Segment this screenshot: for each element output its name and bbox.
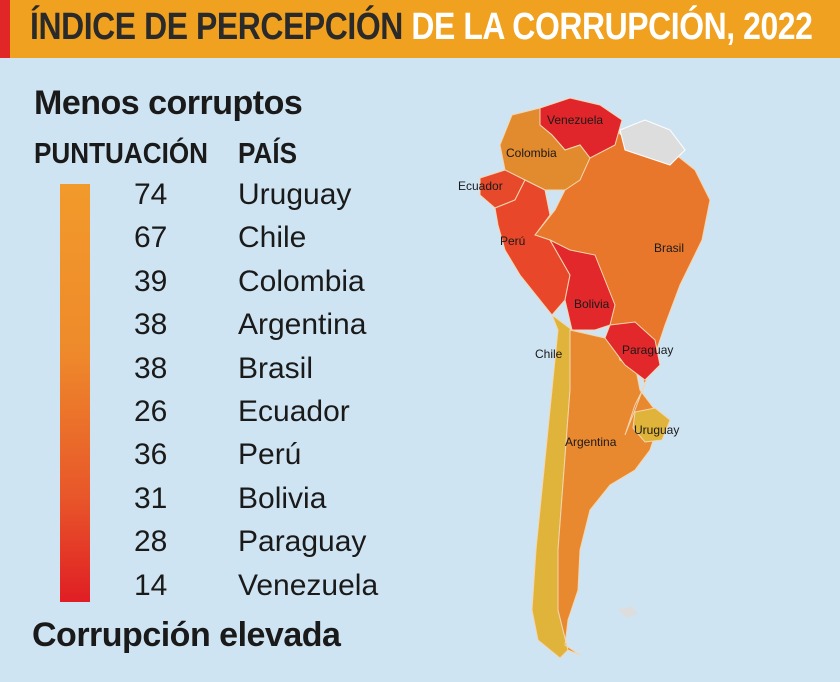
row-score: 74 [134, 178, 168, 211]
map-label-uruguay: Uruguay [634, 423, 679, 437]
row-country: Chile [238, 221, 307, 255]
row-country: Perú [238, 438, 302, 472]
map-label-venezuela: Venezuela [547, 113, 603, 127]
row-country: Ecuador [238, 395, 350, 428]
row-score: 36 [134, 438, 168, 472]
row-score: 38 [134, 351, 168, 385]
row-country: Paraguay [238, 525, 367, 559]
row-score: 39 [134, 264, 168, 298]
map-label-colombia: Colombia [506, 146, 557, 160]
title-accent [0, 0, 10, 58]
page-title: ÍNDICE DE PERCEPCIÓN DE LA CORRUPCIÓN, 2… [30, 6, 813, 49]
row-country: Uruguay [238, 178, 352, 211]
map-label-argentina: Argentina [565, 435, 617, 449]
map-label-brasil: Brasil [654, 241, 684, 255]
column-header-country: PAÍS [238, 138, 297, 170]
row-country: Colombia [238, 264, 365, 298]
map-label-peru: Perú [500, 234, 525, 248]
row-score: 67 [134, 221, 168, 255]
title-bar: ÍNDICE DE PERCEPCIÓN DE LA CORRUPCIÓN, 2… [0, 0, 840, 58]
map-label-chile: Chile [535, 347, 563, 361]
map-guianas [619, 119, 686, 166]
row-country: Venezuela [238, 568, 379, 602]
legend-top-label: Menos corruptos [34, 84, 303, 122]
row-score: 26 [134, 395, 168, 428]
score-gradient-bar [60, 184, 90, 602]
map-islands [618, 606, 638, 618]
map-paraguay [604, 321, 661, 381]
south-america-map: Venezuela Colombia Ecuador Perú Brasil B… [458, 97, 710, 659]
row-score: 31 [134, 481, 168, 515]
legend-bottom-label: Corrupción elevada [32, 616, 341, 654]
map-label-bolivia: Bolivia [574, 297, 610, 311]
row-country: Bolivia [238, 481, 327, 515]
row-country: Argentina [238, 308, 367, 342]
row-country: Brasil [238, 351, 314, 385]
row-score: 28 [134, 525, 168, 559]
column-header-score: PUNTUACIÓN [34, 138, 209, 170]
map-label-paraguay: Paraguay [622, 343, 673, 357]
title-part-2: DE LA CORRUPCIÓN, 2022 [411, 6, 813, 48]
title-part-1: ÍNDICE DE PERCEPCIÓN [30, 6, 403, 48]
map-uruguay [632, 407, 671, 443]
row-score: 14 [134, 568, 168, 602]
row-score: 38 [134, 308, 168, 342]
map-label-ecuador: Ecuador [458, 179, 503, 193]
